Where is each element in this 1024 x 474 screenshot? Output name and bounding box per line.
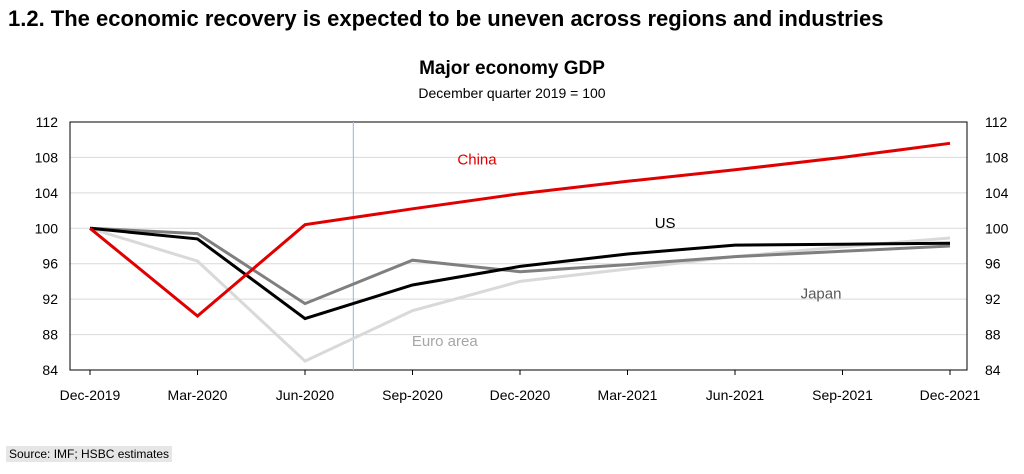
x-tick-label: Dec-2020: [490, 387, 551, 403]
x-tick-label: Dec-2019: [60, 387, 121, 403]
chart-title: Major economy GDP: [419, 58, 605, 79]
y-tick-label-right: 100: [985, 220, 1009, 236]
y-tick-label-left: 92: [42, 291, 58, 307]
y-tick-label-left: 104: [35, 185, 59, 201]
series-line-japan: [89, 226, 951, 306]
source-note: Source: IMF; HSBC estimates: [6, 446, 173, 462]
y-tick-label-left: 100: [35, 220, 59, 236]
y-tick-label-left: 108: [35, 149, 59, 165]
x-tick-label: Sep-2021: [812, 387, 873, 403]
x-tick-label: Dec-2021: [920, 387, 981, 403]
x-tick-label: Jun-2020: [276, 387, 335, 403]
y-tick-label-right: 108: [985, 149, 1009, 165]
series-label-us: US: [655, 215, 676, 232]
x-tick-label: Mar-2021: [598, 387, 658, 403]
y-tick-label-left: 88: [42, 327, 58, 343]
x-tick-label: Mar-2020: [168, 387, 228, 403]
series-line-us: [89, 226, 951, 321]
y-tick-label-left: 84: [42, 362, 58, 378]
series-label-euro-area: Euro area: [412, 333, 479, 350]
x-tick-label: Jun-2021: [706, 387, 765, 403]
y-tick-label-left: 112: [36, 114, 59, 130]
y-tick-label-right: 104: [985, 185, 1009, 201]
y-tick-label-right: 112: [985, 114, 1008, 130]
plot-border: [69, 121, 968, 371]
chart-subtitle: December quarter 2019 = 100: [418, 85, 606, 101]
series-line-china: [89, 141, 951, 318]
y-tick-label-right: 88: [985, 327, 1001, 343]
x-tick-label: Sep-2020: [382, 387, 443, 403]
series-line-euro-area: [89, 226, 951, 363]
series-label-japan: Japan: [801, 285, 842, 302]
y-tick-label-right: 96: [985, 256, 1001, 272]
y-tick-label-left: 96: [42, 256, 58, 272]
y-tick-label-right: 92: [985, 291, 1001, 307]
series-label-china: China: [457, 151, 497, 168]
y-tick-label-right: 84: [985, 362, 1001, 378]
page-title: 1.2. The economic recovery is expected t…: [8, 6, 884, 31]
